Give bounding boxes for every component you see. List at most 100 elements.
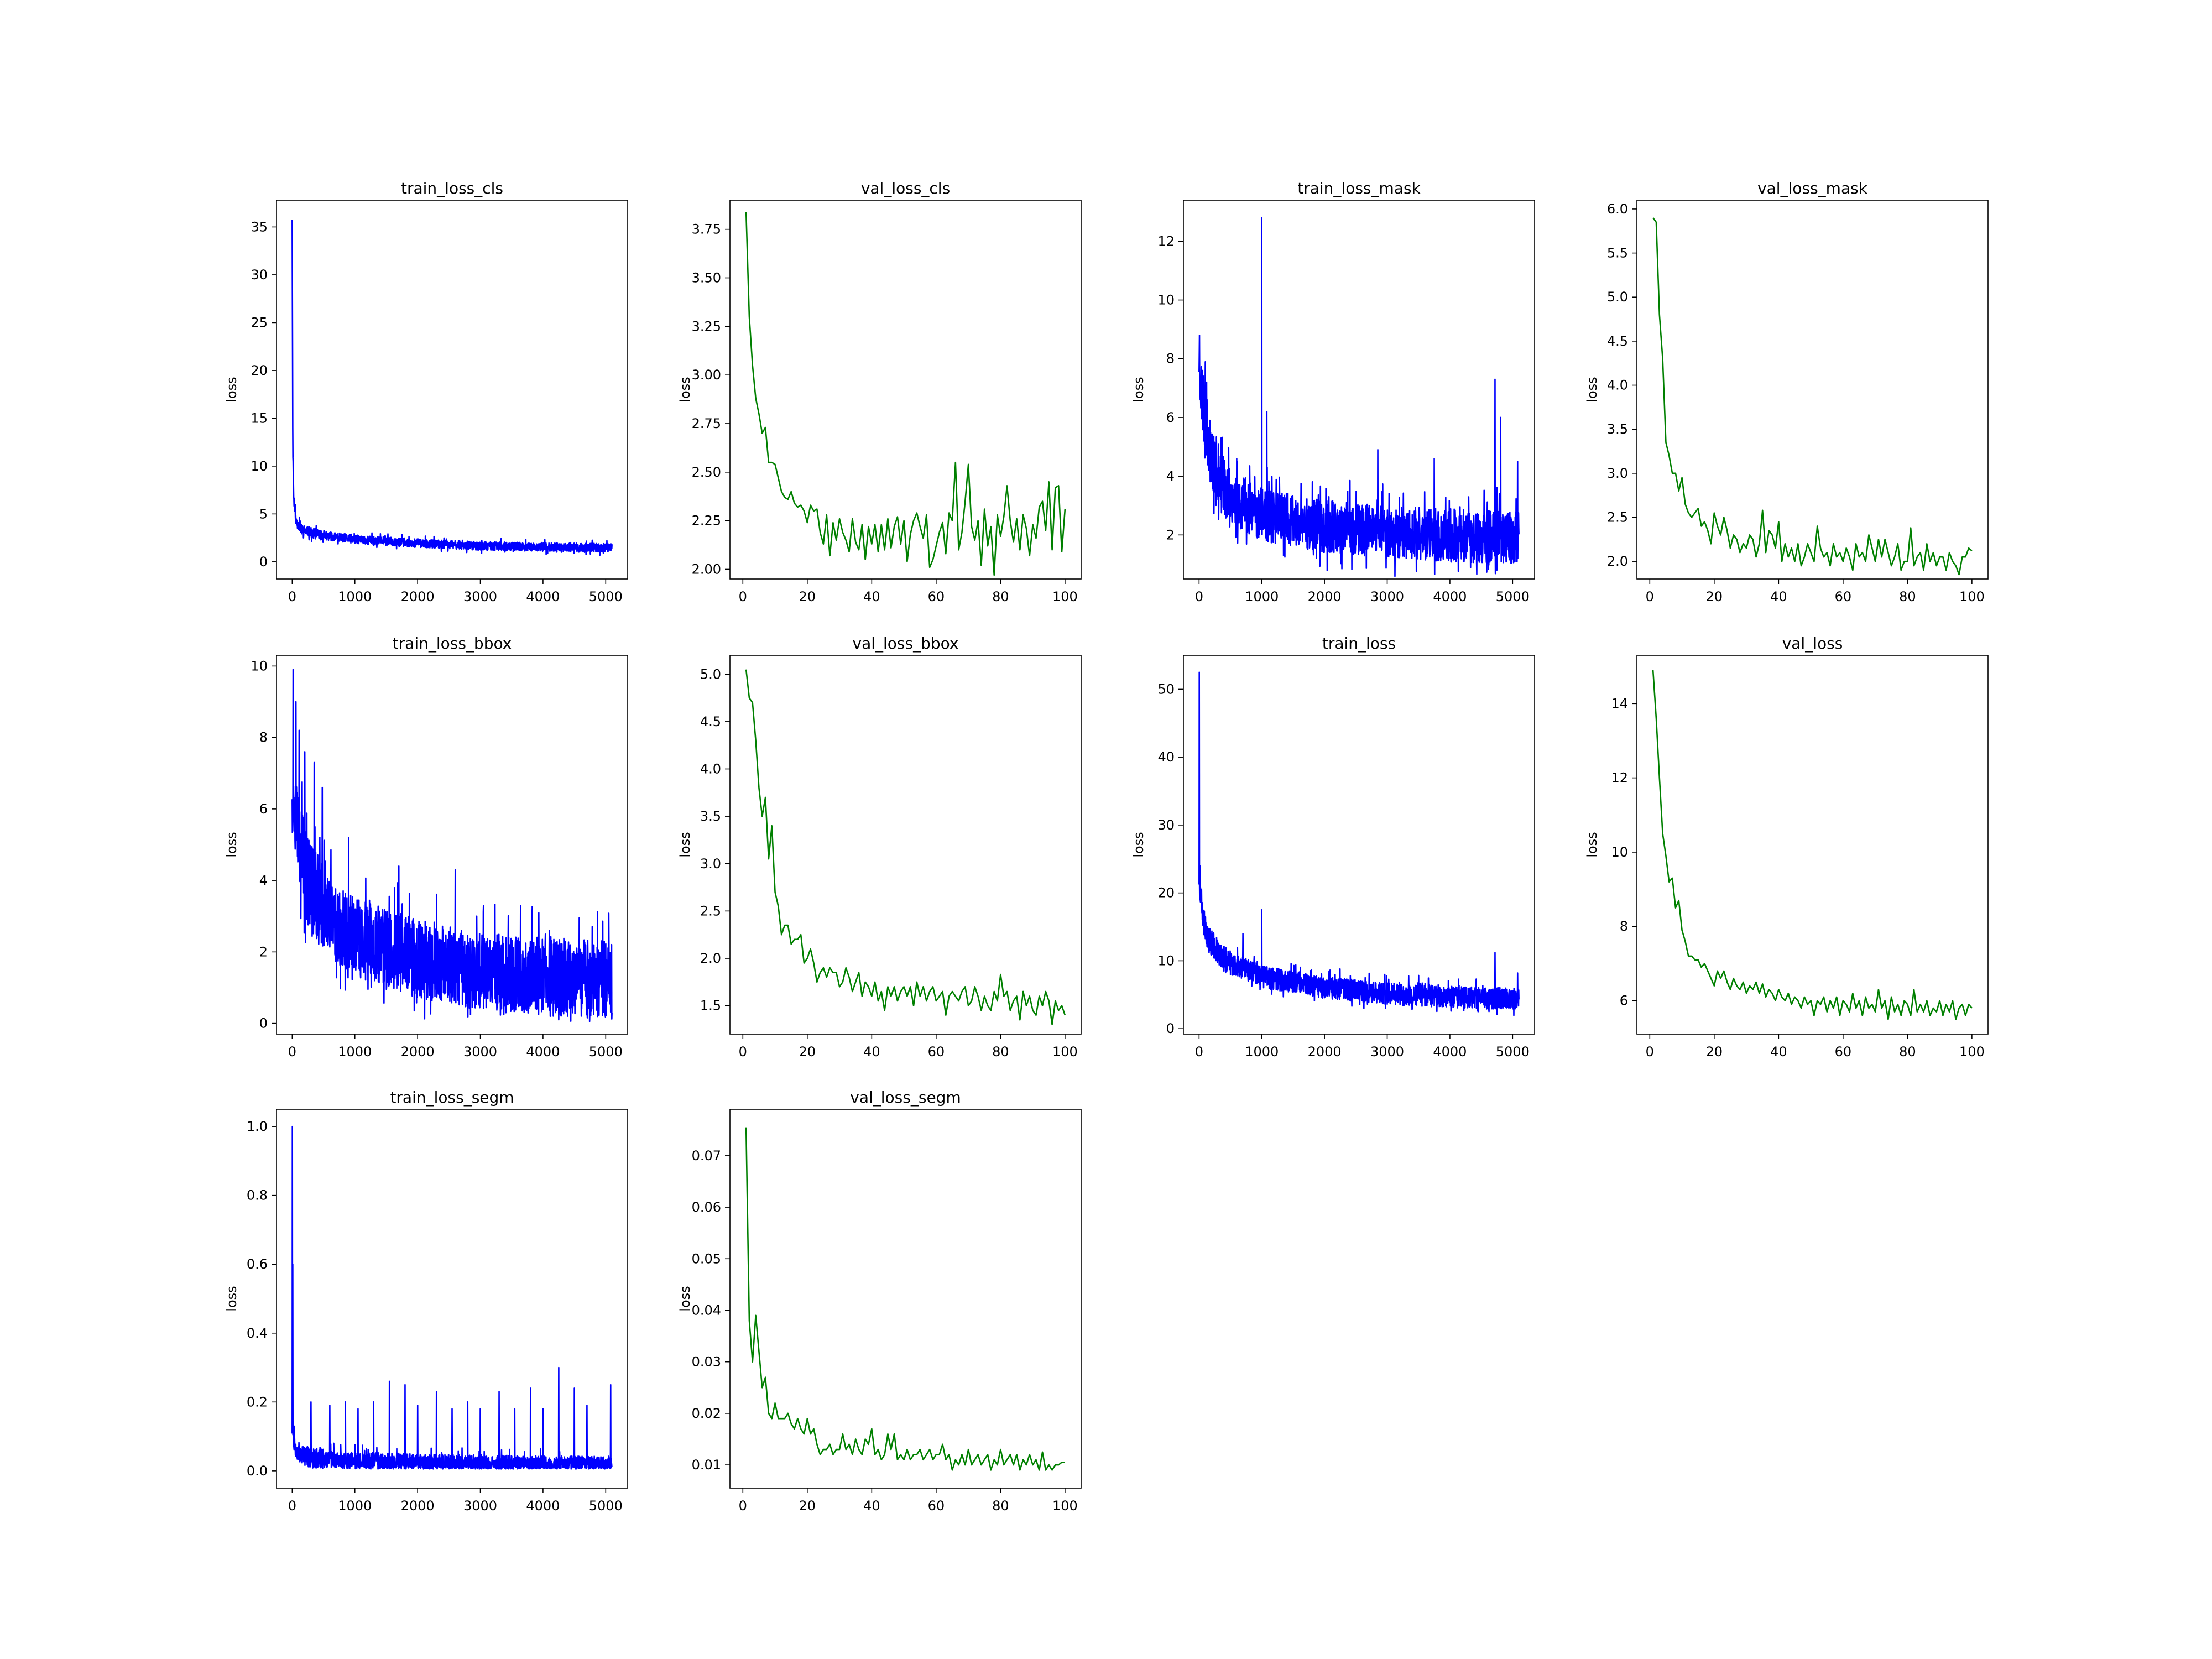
x-tick-label: 4000	[526, 1044, 560, 1060]
series-line	[291, 669, 613, 1022]
y-axis-label: loss	[1131, 377, 1146, 402]
x-tick-label: 80	[992, 589, 1009, 604]
y-tick-label: 10	[251, 658, 268, 674]
y-tick-label: 4	[1166, 468, 1175, 484]
y-tick-label: 2.5	[700, 903, 721, 919]
subplot-val-loss-segm: 0 20 40 60 80 100 0.01 0.02 0.03 0.04 0.05 0.06 0.07…	[677, 1088, 1082, 1514]
x-tick-label: 3000	[463, 589, 497, 604]
x-tick-label: 0	[739, 589, 747, 604]
y-axis-label: loss	[224, 1286, 239, 1311]
x-tick-label: 4000	[1433, 1044, 1467, 1060]
x-tick-label: 2000	[401, 1498, 435, 1514]
x-tick-label: 40	[863, 1498, 880, 1514]
y-tick-label: 4.5	[700, 714, 721, 729]
x-tick-label: 1000	[1245, 589, 1279, 604]
x-tick-label: 4000	[526, 1498, 560, 1514]
subplot-title: val_loss_mask	[1757, 179, 1868, 197]
y-tick-label: 12	[1611, 770, 1628, 786]
x-tick-label: 3000	[1370, 1044, 1404, 1060]
plot-frame	[729, 655, 1082, 1035]
y-tick-label: 6	[1166, 410, 1175, 425]
subplot-title: train_loss_bbox	[393, 634, 512, 653]
subplot-grid: 0 1000 2000 3000 4000 500005101520253035train…	[224, 179, 1989, 1514]
x-tick-label: 0	[288, 589, 296, 604]
y-tick-label: 2	[1166, 527, 1175, 542]
y-tick-label: 30	[251, 267, 268, 283]
y-axis-label: loss	[224, 377, 239, 402]
series-line	[745, 212, 1066, 576]
subplot-val-loss-mask: 0 20 40 60 80 100 2.0 2.5 3.0 3.5 4.0 4.5 5.0 5.5 6.0 v…	[1584, 179, 1989, 604]
subplot-title: train_loss_segm	[390, 1088, 514, 1107]
y-tick-label: 3.5	[700, 808, 721, 824]
subplot-title: val_loss_cls	[861, 179, 950, 197]
series-line	[291, 1125, 613, 1470]
subplot-train-loss-mask: 0 1000 2000 3000 4000 5000 2 4 6 8 10 12 train_loss_…	[1131, 179, 1535, 604]
x-tick-label: 20	[799, 589, 816, 604]
x-tick-label: 100	[1959, 589, 1985, 604]
y-axis-label: loss	[1131, 832, 1146, 857]
y-tick-label: 25	[251, 315, 268, 330]
x-tick-label: 60	[928, 589, 945, 604]
x-tick-label: 2000	[1308, 1044, 1342, 1060]
x-tick-label: 5000	[1496, 1044, 1530, 1060]
y-tick-label: 3.25	[692, 319, 721, 334]
x-tick-label: 60	[1835, 1044, 1852, 1060]
y-tick-label: 2.25	[692, 513, 721, 529]
series-line	[745, 669, 1066, 1026]
subplot-train-loss-cls: 0 1000 2000 3000 4000 5000 0 5 10 15 20 25 30 35 train…	[224, 179, 628, 604]
y-tick-label: 3.50	[692, 270, 721, 286]
y-tick-label: 12	[1157, 233, 1175, 249]
y-tick-label: 0.05	[692, 1251, 721, 1266]
y-tick-label: 0.4	[247, 1326, 268, 1341]
x-tick-label: 1000	[338, 589, 372, 604]
subplot-title: val_loss_bbox	[853, 634, 959, 653]
x-tick-label: 100	[1052, 1044, 1078, 1060]
y-tick-label: 0	[259, 1016, 268, 1031]
y-tick-label: 14	[1611, 696, 1628, 711]
y-tick-label: 4	[259, 873, 268, 888]
series-line	[745, 1127, 1065, 1471]
x-tick-label: 60	[928, 1498, 945, 1514]
x-tick-label: 0	[1646, 1044, 1654, 1060]
y-tick-label: 3.75	[692, 222, 721, 237]
x-tick-label: 0	[1646, 589, 1654, 604]
y-tick-label: 10	[1157, 953, 1175, 968]
x-tick-label: 2000	[401, 589, 435, 604]
x-tick-label: 4000	[526, 589, 560, 604]
x-tick-label: 2000	[401, 1044, 435, 1060]
x-tick-label: 20	[1706, 589, 1723, 604]
y-tick-label: 4.5	[1607, 333, 1628, 349]
x-tick-label: 80	[992, 1044, 1009, 1060]
x-tick-label: 100	[1052, 589, 1078, 604]
subplot-train-loss-bbox: 0 1000 2000 3000 4000 5000 0 2 4 6 8 10 train_loss_b…	[224, 634, 628, 1060]
y-tick-label: 30	[1157, 817, 1175, 833]
x-tick-label: 5000	[589, 1498, 623, 1514]
y-tick-label: 3.0	[1607, 466, 1628, 481]
plot-frame	[729, 200, 1082, 580]
x-tick-label: 0	[739, 1498, 747, 1514]
x-tick-label: 100	[1959, 1044, 1985, 1060]
y-tick-label: 10	[1611, 844, 1628, 860]
y-tick-label: 1.0	[247, 1119, 268, 1134]
y-tick-label: 35	[251, 219, 268, 234]
plot-frame	[1636, 655, 1989, 1035]
y-tick-label: 5.0	[1607, 289, 1628, 305]
y-tick-label: 2.0	[700, 951, 721, 966]
y-tick-label: 2.5	[1607, 509, 1628, 525]
x-tick-label: 5000	[589, 589, 623, 604]
x-tick-label: 40	[863, 589, 880, 604]
y-tick-label: 10	[251, 458, 268, 474]
x-tick-label: 20	[1706, 1044, 1723, 1060]
y-tick-label: 10	[1157, 293, 1175, 308]
y-tick-label: 0.0	[247, 1463, 268, 1479]
x-tick-label: 3000	[1370, 589, 1404, 604]
x-tick-label: 0	[1195, 1044, 1203, 1060]
y-tick-label: 2	[259, 944, 268, 959]
x-tick-label: 80	[1899, 589, 1916, 604]
y-tick-label: 50	[1157, 681, 1175, 697]
x-tick-label: 20	[799, 1498, 816, 1514]
plot-frame	[276, 1109, 628, 1489]
y-axis-label: loss	[224, 832, 239, 857]
x-tick-label: 0	[1195, 589, 1203, 604]
